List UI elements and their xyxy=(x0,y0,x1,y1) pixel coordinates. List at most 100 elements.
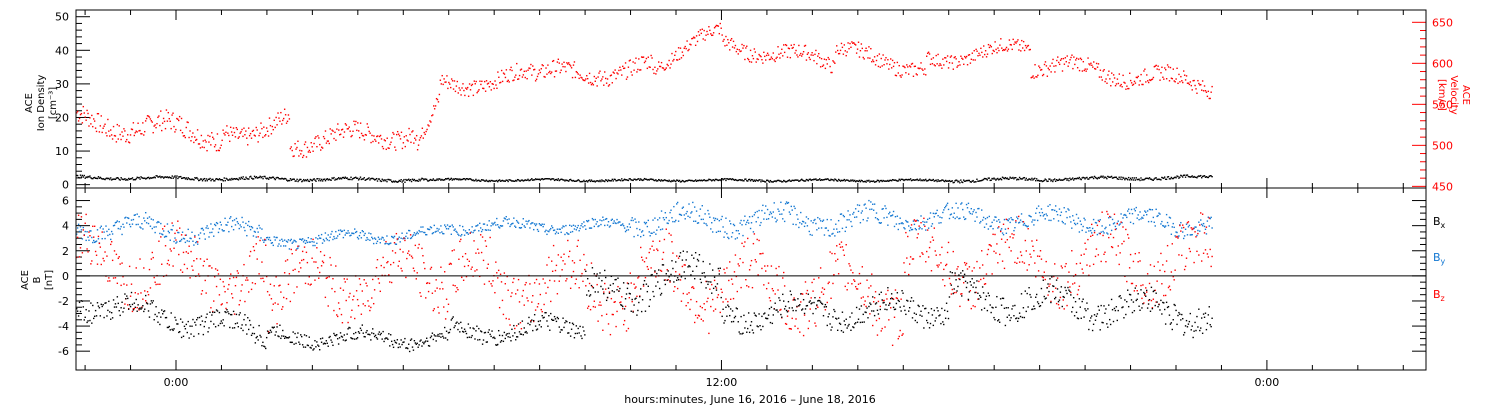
velocity-point xyxy=(680,57,683,59)
velocity-point xyxy=(916,74,918,76)
density-point xyxy=(1015,177,1017,179)
density-point xyxy=(184,178,187,180)
bz-point xyxy=(529,283,531,285)
density-point xyxy=(379,180,382,182)
density-point xyxy=(1075,178,1078,180)
by-point xyxy=(812,222,814,224)
density-point xyxy=(973,181,975,183)
velocity-point xyxy=(1068,62,1070,64)
by-point xyxy=(968,211,971,213)
velocity-point xyxy=(344,123,347,125)
bz-point xyxy=(264,238,266,241)
bz-point xyxy=(556,293,559,295)
density-point xyxy=(1201,175,1204,178)
bz-point xyxy=(365,282,367,284)
by-point xyxy=(171,229,173,231)
by-point xyxy=(936,209,938,212)
density-point xyxy=(99,176,102,179)
velocity-point xyxy=(116,123,119,126)
by-point xyxy=(866,220,868,222)
by-point xyxy=(818,218,821,220)
density-point xyxy=(391,180,393,183)
velocity-point xyxy=(1018,49,1020,51)
density-point xyxy=(176,175,178,177)
bz-point xyxy=(483,283,486,285)
by-point xyxy=(222,230,224,232)
bz-point xyxy=(197,273,200,275)
density-point xyxy=(1017,178,1019,180)
velocity-point xyxy=(460,94,462,96)
bz-point xyxy=(795,318,797,320)
bz-point xyxy=(879,305,881,308)
by-point xyxy=(894,215,897,218)
by-point xyxy=(479,227,482,229)
density-point xyxy=(825,178,828,181)
by-point xyxy=(741,224,743,226)
by-point xyxy=(773,202,775,204)
density-point xyxy=(413,178,416,181)
density-point xyxy=(272,176,275,178)
by-point xyxy=(815,222,817,225)
density-point xyxy=(95,177,98,180)
velocity-point xyxy=(302,154,305,157)
bz-point xyxy=(658,240,661,242)
by-point xyxy=(416,231,418,233)
density-point xyxy=(985,178,988,180)
velocity-point xyxy=(904,66,906,69)
by-point xyxy=(657,219,659,221)
density-point xyxy=(510,179,512,182)
density-point xyxy=(942,179,944,181)
by-point xyxy=(284,245,287,247)
bz-point xyxy=(478,252,480,254)
bz-point xyxy=(126,284,128,286)
by-point xyxy=(1043,213,1045,216)
bz-point xyxy=(984,283,987,285)
velocity-point xyxy=(1039,66,1041,69)
bz-point xyxy=(733,271,736,273)
density-point xyxy=(566,179,568,182)
density-point xyxy=(983,177,986,180)
by-point xyxy=(223,230,225,232)
bz-point xyxy=(1133,290,1136,292)
density-point xyxy=(204,180,207,182)
density-point xyxy=(191,178,193,180)
velocity-point xyxy=(989,44,992,47)
density-point xyxy=(455,178,457,180)
velocity-point xyxy=(195,138,198,141)
density-point xyxy=(286,179,288,181)
by-point xyxy=(827,229,829,232)
velocity-point xyxy=(399,138,402,140)
velocity-point xyxy=(709,29,711,32)
density-point xyxy=(885,180,887,182)
velocity-point xyxy=(493,87,495,90)
density-point xyxy=(943,180,945,182)
by-point xyxy=(324,232,327,234)
velocity-point xyxy=(222,129,224,131)
velocity-point xyxy=(1171,77,1174,80)
velocity-point xyxy=(1017,39,1019,41)
by-point xyxy=(520,226,523,229)
velocity-point xyxy=(1157,65,1159,67)
density-point xyxy=(525,179,527,182)
bz-point xyxy=(281,308,283,310)
by-point xyxy=(787,201,790,204)
velocity-point xyxy=(188,136,190,139)
by-point xyxy=(577,224,579,227)
by-point xyxy=(311,240,313,243)
velocity-point xyxy=(734,44,737,47)
by-point xyxy=(288,248,291,250)
density-point xyxy=(877,179,880,182)
velocity-point xyxy=(1147,80,1149,82)
velocity-point xyxy=(491,82,493,85)
by-point xyxy=(911,228,914,231)
velocity-point xyxy=(1165,69,1167,71)
bz-point xyxy=(538,283,541,285)
bz-point xyxy=(466,258,469,261)
density-point xyxy=(819,179,822,182)
bz-point xyxy=(77,214,80,217)
by-point xyxy=(127,217,129,219)
by-point xyxy=(878,221,881,224)
by-point xyxy=(502,220,505,222)
velocity-point xyxy=(725,35,727,38)
